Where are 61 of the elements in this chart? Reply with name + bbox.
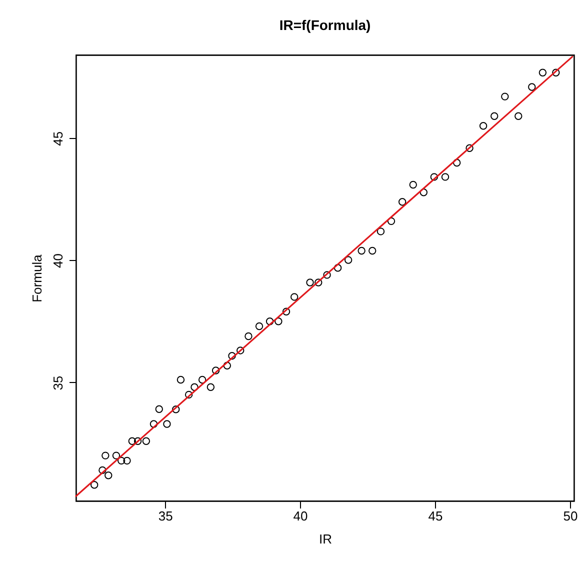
point xyxy=(514,112,522,120)
point xyxy=(190,383,198,391)
point xyxy=(344,256,352,264)
point xyxy=(552,68,560,76)
x-tick-label: 50 xyxy=(563,508,578,524)
point xyxy=(117,456,126,465)
point xyxy=(409,180,417,189)
point xyxy=(184,390,193,399)
point xyxy=(236,346,244,354)
chart-title: IR=f(Formula) xyxy=(279,17,371,33)
point xyxy=(538,68,547,76)
point xyxy=(368,246,376,255)
point xyxy=(112,452,120,460)
point xyxy=(306,278,314,286)
point xyxy=(223,362,232,370)
point xyxy=(453,158,461,167)
x-tick-label: 45 xyxy=(428,508,443,524)
point xyxy=(206,383,215,391)
point xyxy=(441,173,450,181)
point xyxy=(334,264,342,272)
point xyxy=(490,112,498,120)
point xyxy=(314,278,322,286)
point xyxy=(163,420,171,428)
point xyxy=(376,228,385,236)
point xyxy=(290,293,298,301)
point xyxy=(150,420,158,428)
point xyxy=(142,437,150,445)
y-tick-label: 45 xyxy=(50,131,66,146)
point xyxy=(528,83,536,91)
y-tick-label: 40 xyxy=(50,254,66,268)
point xyxy=(266,318,274,326)
y-axis-title: Formula xyxy=(30,254,44,302)
point xyxy=(104,471,112,480)
point xyxy=(387,217,396,226)
point xyxy=(102,452,110,460)
point xyxy=(358,246,366,255)
point xyxy=(134,437,142,445)
point xyxy=(90,481,98,489)
point xyxy=(198,376,206,384)
point xyxy=(123,456,131,465)
point xyxy=(282,308,290,316)
point xyxy=(155,405,163,413)
point xyxy=(501,92,509,100)
point xyxy=(466,144,474,152)
x-tick-label: 35 xyxy=(158,508,173,524)
point xyxy=(98,466,106,474)
point xyxy=(479,122,488,130)
point xyxy=(228,352,236,360)
point xyxy=(176,376,185,384)
point xyxy=(255,322,264,330)
point xyxy=(244,332,252,340)
point xyxy=(128,437,136,445)
x-axis-title: IR xyxy=(319,532,332,546)
point xyxy=(430,173,438,181)
point xyxy=(323,271,331,279)
point xyxy=(398,198,406,206)
point xyxy=(274,318,282,326)
x-tick-label: 40 xyxy=(293,508,308,524)
y-tick-label: 35 xyxy=(50,376,66,390)
point xyxy=(212,366,220,374)
point xyxy=(172,406,180,414)
